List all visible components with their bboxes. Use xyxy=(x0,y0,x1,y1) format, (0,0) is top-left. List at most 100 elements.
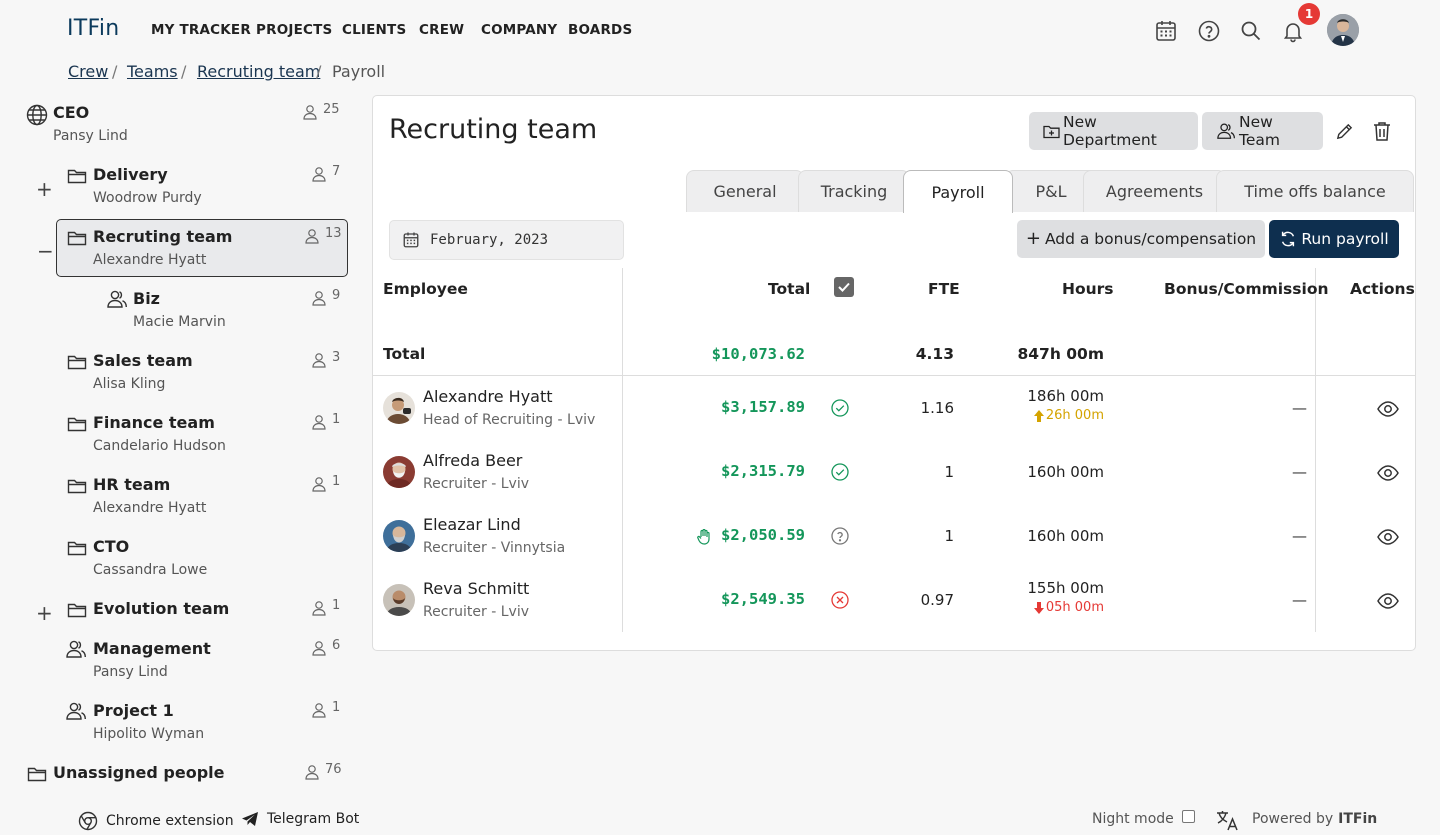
breadcrumb-recruting-team[interactable]: Recruting team xyxy=(197,62,321,81)
employee-name[interactable]: Reva Schmitt xyxy=(423,579,530,598)
eye-icon[interactable] xyxy=(1377,401,1399,417)
member-count: 9 xyxy=(332,288,341,303)
new-team-button[interactable]: New Team xyxy=(1202,112,1323,150)
employee-total[interactable]: $2,315.79 xyxy=(721,462,805,480)
nav-clients[interactable]: CLIENTS xyxy=(342,22,407,38)
expand-toggle[interactable]: + xyxy=(36,177,53,201)
column-divider xyxy=(1315,268,1316,632)
rejected-x-icon[interactable] xyxy=(831,591,849,609)
nav-boards[interactable]: BOARDS xyxy=(568,22,633,38)
tab-pl[interactable]: P&L xyxy=(1005,170,1097,212)
nav-my-tracker[interactable]: MY TRACKER xyxy=(151,22,251,38)
sidebar-item-hr-team[interactable]: HR team xyxy=(93,475,171,494)
sidebar-item-management[interactable]: Management xyxy=(93,639,211,658)
folder-icon xyxy=(67,539,87,557)
header-hours[interactable]: Hours xyxy=(1062,280,1114,298)
tab-payroll[interactable]: Payroll xyxy=(903,170,1013,213)
sidebar-item-recruting-team[interactable]: Recruting team xyxy=(93,227,233,246)
eye-icon[interactable] xyxy=(1377,593,1399,609)
sidebar-item-sub: Pansy Lind xyxy=(53,128,128,144)
sidebar-item-sub: Pansy Lind xyxy=(93,664,168,680)
avatar xyxy=(383,520,415,552)
totals-fte: 4.13 xyxy=(915,345,954,363)
new-department-button[interactable]: New Department xyxy=(1029,112,1198,150)
app-logo[interactable]: ITFin xyxy=(67,16,120,41)
night-mode-toggle[interactable]: Night mode xyxy=(1092,809,1195,827)
folder-icon xyxy=(67,477,87,495)
bonus-value: — xyxy=(1292,399,1307,417)
eye-icon[interactable] xyxy=(1377,529,1399,545)
nav-company[interactable]: COMPANY xyxy=(481,22,558,38)
globe-icon xyxy=(26,104,48,126)
tab-general[interactable]: General xyxy=(686,170,804,212)
employee-fte: 1 xyxy=(944,527,954,545)
sidebar-item-sub: Cassandra Lowe xyxy=(93,562,208,578)
header-employee[interactable]: Employee xyxy=(383,280,468,298)
breadcrumb-crew[interactable]: Crew xyxy=(68,62,109,81)
sidebar-item-cto[interactable]: CTO xyxy=(93,537,130,556)
employee-hours: 155h 00m xyxy=(1027,579,1104,597)
employee-total[interactable]: $2,549.35 xyxy=(721,590,805,608)
header-fte[interactable]: FTE xyxy=(928,280,960,298)
chrome-extension-link[interactable]: Chrome extension xyxy=(78,811,234,831)
tab-tracking[interactable]: Tracking xyxy=(798,170,910,212)
sidebar-item-ceo[interactable]: CEO xyxy=(53,103,90,122)
member-count: 3 xyxy=(332,350,341,365)
sidebar-item-biz[interactable]: Biz xyxy=(133,289,160,308)
employee-total[interactable]: $2,050.59 xyxy=(721,526,805,544)
tab-agreements[interactable]: Agreements xyxy=(1083,170,1226,212)
help-icon[interactable] xyxy=(1197,19,1221,43)
nav-crew[interactable]: CREW xyxy=(419,22,465,38)
employee-name[interactable]: Eleazar Lind xyxy=(423,515,521,534)
person-icon xyxy=(311,600,327,616)
arrow-down-icon xyxy=(1033,601,1044,614)
team-icon xyxy=(65,701,87,721)
collapse-toggle[interactable]: − xyxy=(37,239,54,263)
row-divider xyxy=(373,375,1415,376)
sidebar-item-project-1[interactable]: Project 1 xyxy=(93,701,174,720)
header-total[interactable]: Total xyxy=(768,280,811,298)
translate-icon[interactable] xyxy=(1215,809,1239,831)
pending-question-icon[interactable] xyxy=(831,527,849,545)
telegram-bot-label: Telegram Bot xyxy=(267,811,360,827)
select-all-checkbox[interactable] xyxy=(834,277,854,297)
expand-toggle[interactable]: + xyxy=(36,601,53,625)
avatar xyxy=(383,456,415,488)
run-payroll-button[interactable]: Run payroll xyxy=(1269,220,1399,258)
tab-time-offs-balance[interactable]: Time offs balance xyxy=(1216,170,1414,212)
search-icon[interactable] xyxy=(1239,19,1263,43)
breadcrumb-teams[interactable]: Teams xyxy=(127,62,178,81)
night-mode-label: Night mode xyxy=(1092,811,1174,827)
trash-icon[interactable] xyxy=(1373,121,1391,142)
folder-icon xyxy=(67,601,87,619)
sidebar-item-sub: Candelario Hudson xyxy=(93,438,226,454)
approved-check-icon[interactable] xyxy=(831,399,849,417)
employee-hours-cell: 155h 00m 05h 00m xyxy=(1027,579,1104,615)
sidebar-item-evolution-team[interactable]: Evolution team xyxy=(93,599,230,618)
employee-name[interactable]: Alexandre Hyatt xyxy=(423,387,553,406)
edit-icon[interactable] xyxy=(1335,122,1354,141)
nav-projects[interactable]: PROJECTS xyxy=(256,22,333,38)
add-bonus-button[interactable]: + Add a bonus/compensation xyxy=(1017,220,1265,258)
sidebar-item-sub: Alisa Kling xyxy=(93,376,166,392)
person-icon xyxy=(311,414,327,430)
avatar xyxy=(383,584,415,616)
person-icon xyxy=(311,290,327,306)
sidebar-item-unassigned-people[interactable]: Unassigned people xyxy=(53,763,225,782)
sidebar-item-sales-team[interactable]: Sales team xyxy=(93,351,193,370)
approved-check-icon[interactable] xyxy=(831,463,849,481)
calendar-icon[interactable] xyxy=(1154,19,1178,43)
header-bonus[interactable]: Bonus/Commission xyxy=(1164,280,1329,298)
employee-total[interactable]: $3,157.89 xyxy=(721,398,805,416)
bell-icon[interactable] xyxy=(1281,19,1305,43)
telegram-bot-link[interactable]: Telegram Bot xyxy=(241,811,359,827)
employee-name[interactable]: Alfreda Beer xyxy=(423,451,523,470)
user-avatar[interactable] xyxy=(1327,14,1359,46)
night-mode-checkbox[interactable] xyxy=(1181,809,1195,823)
powered-by-brand[interactable]: ITFin xyxy=(1338,811,1378,827)
month-picker[interactable]: February, 2023 xyxy=(389,220,624,260)
sidebar-item-finance-team[interactable]: Finance team xyxy=(93,413,215,432)
sidebar-item-delivery[interactable]: Delivery xyxy=(93,165,168,184)
person-icon xyxy=(311,352,327,368)
eye-icon[interactable] xyxy=(1377,465,1399,481)
